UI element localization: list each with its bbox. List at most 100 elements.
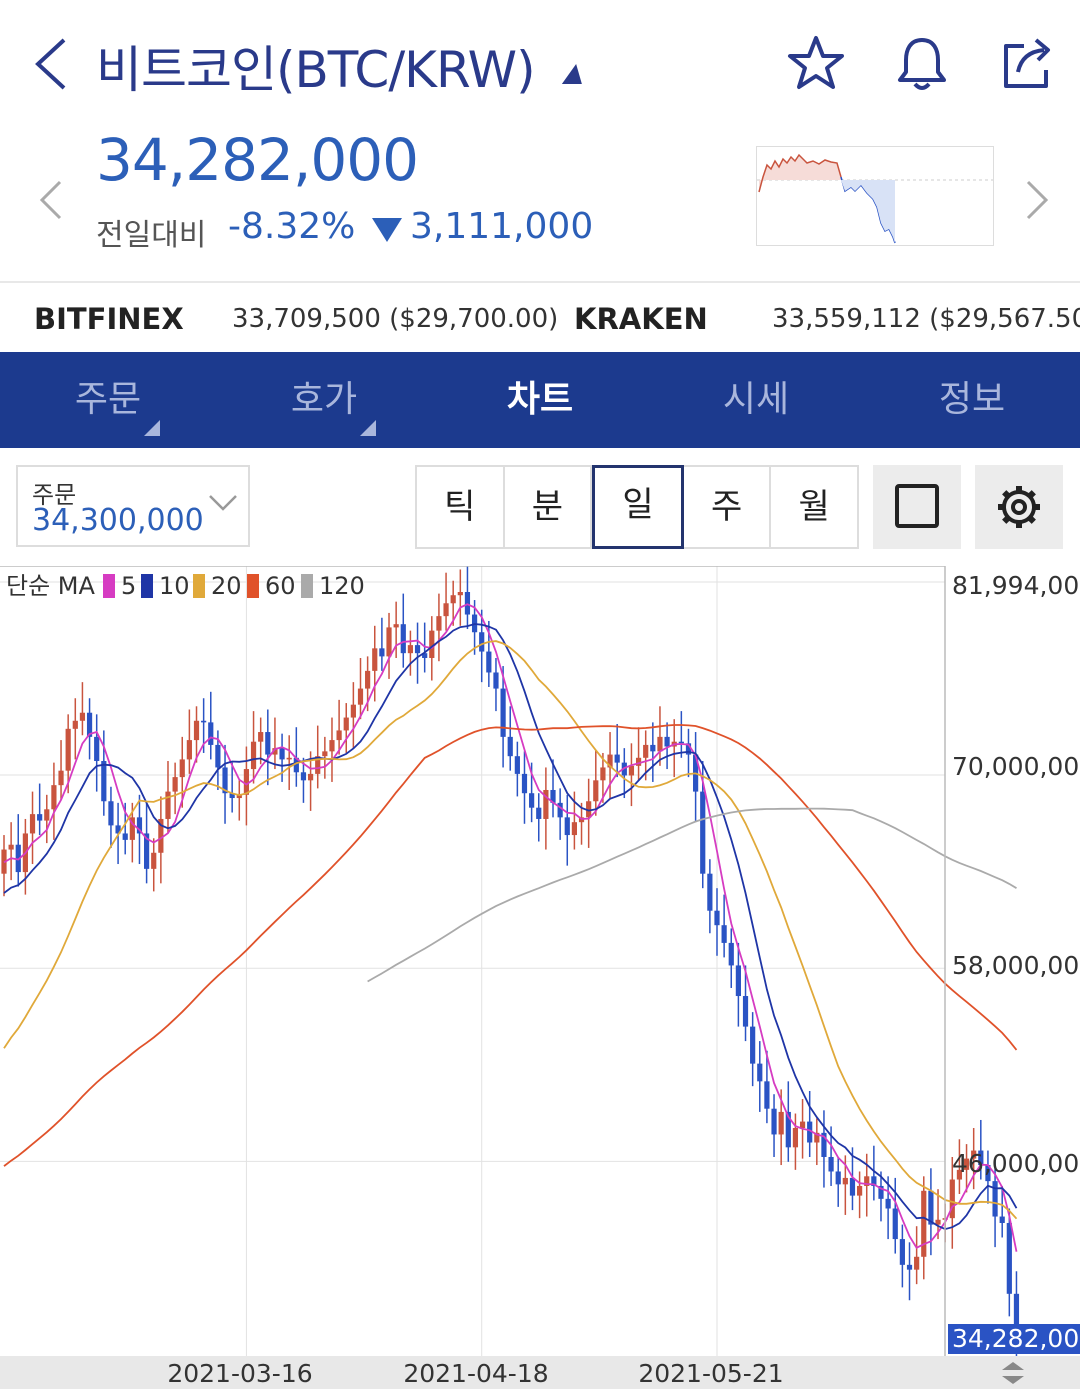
candlestick-chart[interactable]: 단순 MA 5 10 20 60 120 81,994,000 70,000,0… bbox=[0, 566, 1080, 1389]
period-day-button[interactable]: 일 bbox=[592, 465, 684, 549]
candle-body bbox=[250, 741, 257, 770]
candle-body bbox=[721, 925, 727, 943]
order-dropdown[interactable]: 주문 34,300,000 bbox=[16, 465, 250, 547]
chevron-down-icon bbox=[209, 495, 237, 511]
candle-body bbox=[86, 712, 93, 737]
candle-body bbox=[72, 720, 78, 729]
candle-body bbox=[300, 772, 307, 781]
candle-body bbox=[193, 720, 200, 741]
exchange-value-kraken: 33,559,112 ($29,567.50) bbox=[772, 304, 1080, 334]
legend-item: 20 bbox=[211, 572, 242, 600]
candle-body bbox=[1013, 1293, 1020, 1344]
candle-body bbox=[529, 793, 535, 808]
legend-swatch bbox=[247, 574, 259, 598]
candle-body bbox=[607, 754, 613, 768]
chevron-left-icon[interactable] bbox=[36, 178, 66, 222]
last-price-label: 34,282,000 bbox=[952, 1324, 1080, 1353]
candle-body bbox=[593, 780, 599, 802]
candle-body bbox=[329, 740, 335, 752]
candle-body bbox=[386, 627, 392, 657]
candle-body bbox=[807, 1121, 813, 1143]
candle-body bbox=[700, 791, 706, 874]
star-icon[interactable] bbox=[786, 34, 846, 94]
candle-body bbox=[79, 712, 86, 721]
legend-swatch bbox=[103, 574, 115, 598]
tab-orderbook[interactable]: 호가 bbox=[216, 352, 432, 448]
candle-body bbox=[179, 759, 185, 778]
candle-body bbox=[136, 817, 143, 834]
y-tick-label: 70,000,000 bbox=[952, 752, 1080, 781]
scroll-handle-icon[interactable] bbox=[1002, 1362, 1024, 1384]
candle-body bbox=[550, 789, 556, 803]
coin-title[interactable]: 비트코인(BTC/KRW) bbox=[96, 41, 536, 99]
back-arrow-icon[interactable] bbox=[30, 34, 74, 94]
candle-body bbox=[878, 1185, 884, 1199]
legend-item: 60 bbox=[265, 572, 296, 600]
period-minute-button[interactable]: 분 bbox=[505, 467, 593, 547]
candle-body bbox=[129, 817, 135, 840]
tab-info[interactable]: 정보 bbox=[864, 352, 1080, 448]
candle-body bbox=[935, 1219, 941, 1225]
candle-body bbox=[1006, 1222, 1012, 1294]
fullscreen-button[interactable] bbox=[873, 465, 961, 549]
candle-body bbox=[8, 844, 14, 850]
candle-body bbox=[172, 777, 178, 792]
dropdown-caret-icon[interactable] bbox=[561, 64, 587, 84]
main-tabs: 주문 호가 차트 시세 정보 bbox=[0, 352, 1080, 448]
candle-body bbox=[29, 814, 36, 834]
candle-body bbox=[400, 624, 406, 654]
candle-body bbox=[536, 807, 542, 819]
mini-chart[interactable] bbox=[756, 146, 994, 246]
candle-body bbox=[849, 1177, 856, 1196]
legend-item: 5 bbox=[121, 572, 136, 600]
candle-body bbox=[835, 1171, 841, 1185]
candle-body bbox=[557, 802, 563, 818]
candle-body bbox=[999, 1216, 1005, 1223]
candle-body bbox=[307, 773, 314, 781]
y-tick-label: 58,000,000 bbox=[952, 951, 1080, 980]
period-tick-button[interactable]: 틱 bbox=[417, 467, 505, 547]
candle-body bbox=[37, 814, 43, 821]
candle-body bbox=[757, 1063, 763, 1082]
candle-body bbox=[201, 720, 207, 723]
share-icon[interactable] bbox=[998, 34, 1058, 94]
x-tick-label: 2021-04-18 bbox=[403, 1359, 548, 1388]
candle-body bbox=[778, 1111, 784, 1135]
candle-body bbox=[885, 1198, 891, 1209]
candle-body bbox=[507, 736, 513, 757]
candle-body bbox=[664, 736, 670, 747]
bell-icon[interactable] bbox=[892, 34, 952, 94]
tab-market-label: 시세 bbox=[722, 379, 790, 420]
x-tick-label: 2021-03-16 bbox=[167, 1359, 312, 1388]
legend-prefix: 단순 MA bbox=[6, 572, 95, 600]
period-month-button[interactable]: 월 bbox=[798, 487, 830, 527]
tab-order[interactable]: 주문 bbox=[0, 352, 216, 448]
change-percent: -8.32% bbox=[228, 206, 356, 247]
submenu-triangle-icon bbox=[144, 420, 160, 436]
divider bbox=[0, 281, 1080, 283]
candle-body bbox=[742, 996, 749, 1027]
settings-button[interactable] bbox=[975, 465, 1063, 549]
tab-chart[interactable]: 차트 bbox=[432, 352, 648, 448]
candle-body bbox=[978, 1150, 984, 1166]
candle-body bbox=[963, 1158, 970, 1170]
chevron-right-icon[interactable] bbox=[1022, 178, 1052, 222]
candle-body bbox=[372, 648, 378, 671]
legend-item: 120 bbox=[319, 572, 365, 600]
candle-body bbox=[379, 648, 385, 657]
tab-market[interactable]: 시세 bbox=[648, 352, 864, 448]
candle-body bbox=[336, 730, 342, 741]
candle-body bbox=[65, 728, 71, 771]
y-tick-label: 46,000,000 bbox=[952, 1149, 1080, 1178]
candle-body bbox=[101, 761, 107, 802]
submenu-triangle-icon bbox=[360, 420, 376, 436]
candle-body bbox=[842, 1177, 848, 1185]
ma-legend: 단순 MA 5 10 20 60 120 bbox=[6, 572, 365, 600]
period-week-button[interactable]: 주 bbox=[684, 467, 772, 547]
square-icon bbox=[895, 484, 939, 528]
candle-body bbox=[229, 793, 235, 799]
candle-body bbox=[735, 965, 741, 997]
candle-body bbox=[343, 717, 349, 731]
candle-body bbox=[450, 595, 456, 604]
candle-body bbox=[514, 756, 520, 774]
